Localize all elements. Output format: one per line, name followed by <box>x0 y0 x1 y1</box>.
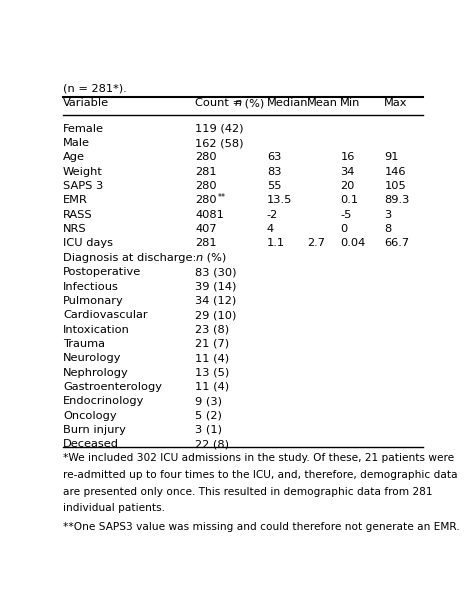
Text: Max: Max <box>384 99 408 109</box>
Text: Count =: Count = <box>195 99 246 109</box>
Text: Neurology: Neurology <box>63 353 121 363</box>
Text: Postoperative: Postoperative <box>63 267 141 277</box>
Text: 66.7: 66.7 <box>384 239 410 248</box>
Text: Deceased: Deceased <box>63 439 119 450</box>
Text: Min: Min <box>340 99 361 109</box>
Text: NRS: NRS <box>63 224 87 234</box>
Text: Diagnosis at discharge:: Diagnosis at discharge: <box>63 253 196 263</box>
Text: 3: 3 <box>384 210 392 220</box>
Text: 29 (10): 29 (10) <box>195 310 237 320</box>
Text: 280: 280 <box>195 181 217 191</box>
Text: (%): (%) <box>241 99 264 109</box>
Text: 146: 146 <box>384 166 406 177</box>
Text: Weight: Weight <box>63 166 103 177</box>
Text: 1.1: 1.1 <box>267 239 285 248</box>
Text: Age: Age <box>63 153 85 162</box>
Text: Mean: Mean <box>307 99 338 109</box>
Text: 83 (30): 83 (30) <box>195 267 237 277</box>
Text: -2: -2 <box>267 210 278 220</box>
Text: 83: 83 <box>267 166 281 177</box>
Text: RASS: RASS <box>63 210 92 220</box>
Text: ICU days: ICU days <box>63 239 113 248</box>
Text: n: n <box>195 253 202 263</box>
Text: 9 (3): 9 (3) <box>195 396 222 406</box>
Text: 8: 8 <box>384 224 392 234</box>
Text: -5: -5 <box>340 210 352 220</box>
Text: Variable: Variable <box>63 99 109 109</box>
Text: 2.7: 2.7 <box>307 239 325 248</box>
Text: (n = 281*).: (n = 281*). <box>63 84 127 94</box>
Text: 34: 34 <box>340 166 355 177</box>
Text: 105: 105 <box>384 181 406 191</box>
Text: 16: 16 <box>340 153 355 162</box>
Text: **: ** <box>218 193 226 202</box>
Text: 3 (1): 3 (1) <box>195 425 222 435</box>
Text: 91: 91 <box>384 153 399 162</box>
Text: Endocrinology: Endocrinology <box>63 396 144 406</box>
Text: Gastroenterology: Gastroenterology <box>63 382 162 392</box>
Text: 20: 20 <box>340 181 355 191</box>
Text: 280: 280 <box>195 195 217 206</box>
Text: 23 (8): 23 (8) <box>195 325 229 335</box>
Text: individual patients.: individual patients. <box>63 504 165 513</box>
Text: 280: 280 <box>195 153 217 162</box>
Text: EMR: EMR <box>63 195 88 206</box>
Text: re-admitted up to four times to the ICU, and, therefore, demographic data: re-admitted up to four times to the ICU,… <box>63 470 457 480</box>
Text: Cardiovascular: Cardiovascular <box>63 310 147 320</box>
Text: Burn injury: Burn injury <box>63 425 126 435</box>
Text: SAPS 3: SAPS 3 <box>63 181 103 191</box>
Text: 55: 55 <box>267 181 281 191</box>
Text: 5 (2): 5 (2) <box>195 410 222 421</box>
Text: Median: Median <box>267 99 308 109</box>
Text: 22 (8): 22 (8) <box>195 439 229 450</box>
Text: **One SAPS3 value was missing and could therefore not generate an EMR.: **One SAPS3 value was missing and could … <box>63 522 460 532</box>
Text: 13 (5): 13 (5) <box>195 368 229 377</box>
Text: 13.5: 13.5 <box>267 195 292 206</box>
Text: 63: 63 <box>267 153 281 162</box>
Text: Nephrology: Nephrology <box>63 368 128 377</box>
Text: 119 (42): 119 (42) <box>195 124 244 133</box>
Text: Intoxication: Intoxication <box>63 325 130 335</box>
Text: 0: 0 <box>340 224 347 234</box>
Text: 281: 281 <box>195 166 217 177</box>
Text: *We included 302 ICU admissions in the study. Of these, 21 patients were: *We included 302 ICU admissions in the s… <box>63 453 454 463</box>
Text: 0.04: 0.04 <box>340 239 365 248</box>
Text: 11 (4): 11 (4) <box>195 382 229 392</box>
Text: 0.1: 0.1 <box>340 195 358 206</box>
Text: 39 (14): 39 (14) <box>195 281 237 291</box>
Text: Pulmonary: Pulmonary <box>63 296 124 306</box>
Text: Infectious: Infectious <box>63 281 119 291</box>
Text: Female: Female <box>63 124 104 133</box>
Text: n: n <box>235 99 242 109</box>
Text: 34 (12): 34 (12) <box>195 296 237 306</box>
Text: are presented only once. This resulted in demographic data from 281: are presented only once. This resulted i… <box>63 487 432 497</box>
Text: 407: 407 <box>195 224 217 234</box>
Text: 162 (58): 162 (58) <box>195 138 244 148</box>
Text: 4081: 4081 <box>195 210 224 220</box>
Text: 89.3: 89.3 <box>384 195 410 206</box>
Text: Oncology: Oncology <box>63 410 117 421</box>
Text: 21 (7): 21 (7) <box>195 339 229 349</box>
Text: 281: 281 <box>195 239 217 248</box>
Text: 11 (4): 11 (4) <box>195 353 229 363</box>
Text: (%): (%) <box>203 253 227 263</box>
Text: 4: 4 <box>267 224 274 234</box>
Text: Male: Male <box>63 138 90 148</box>
Text: Trauma: Trauma <box>63 339 105 349</box>
